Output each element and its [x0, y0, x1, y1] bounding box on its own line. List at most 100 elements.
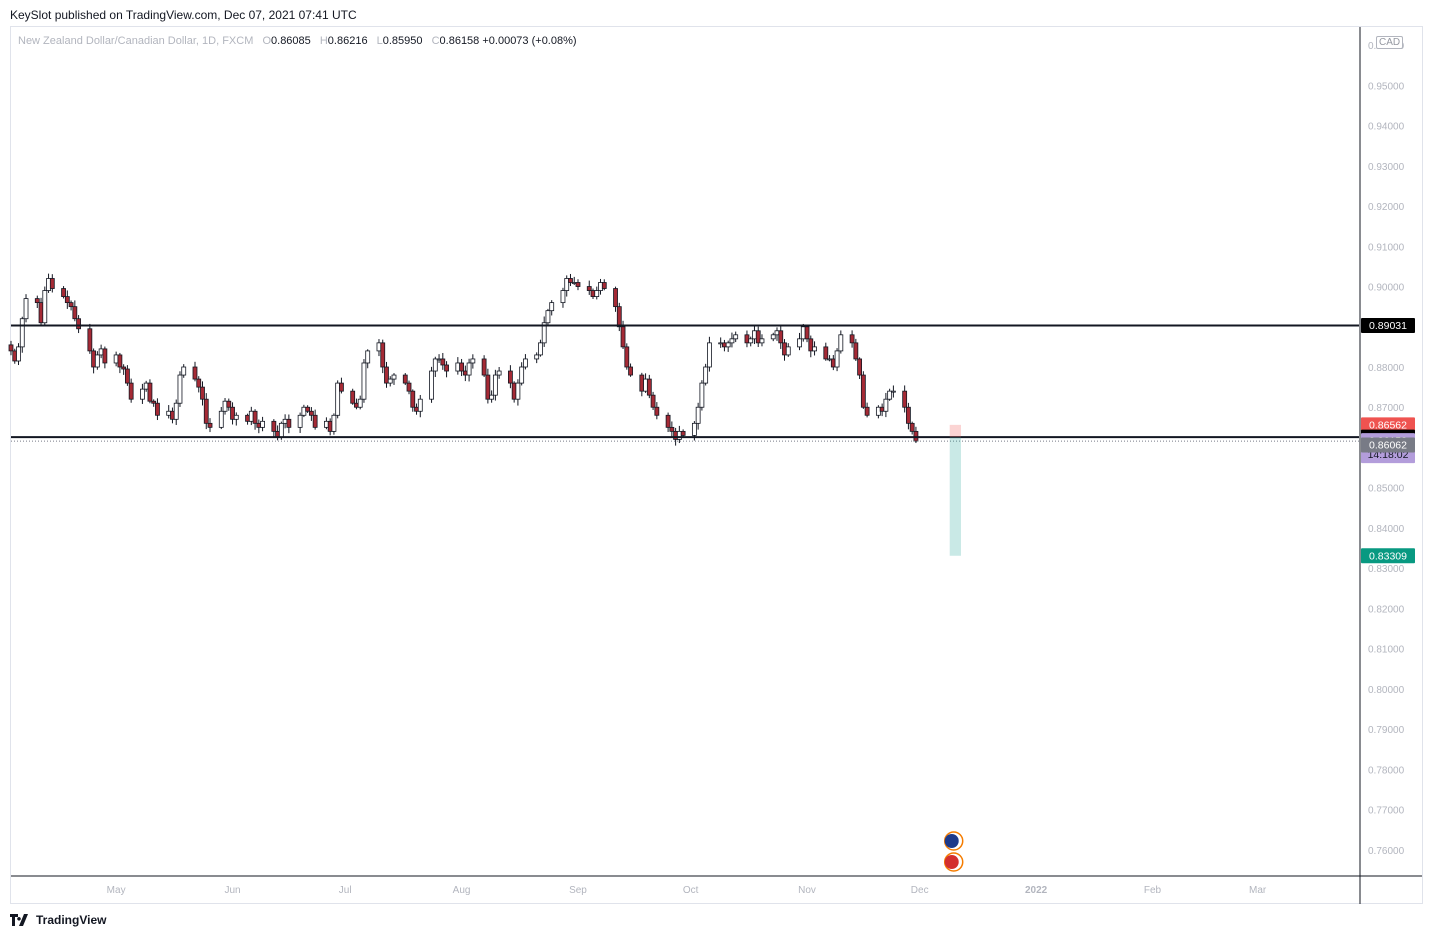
candle-down — [102, 348, 108, 364]
candle-up — [890, 390, 896, 393]
candle-down — [909, 422, 915, 432]
candle-down — [440, 358, 446, 366]
candle-down — [864, 406, 870, 416]
candle-down — [613, 288, 618, 308]
candle-up — [16, 346, 21, 362]
candle-down — [192, 366, 198, 380]
candle-up — [19, 318, 25, 348]
candle-up — [233, 414, 239, 420]
candle-down — [230, 406, 235, 420]
x-tick-label: Dec — [911, 885, 929, 896]
candle-up — [361, 362, 367, 400]
candle-down — [669, 426, 675, 432]
candle-up — [725, 342, 731, 348]
tradingview-logo[interactable]: TradingView — [10, 913, 106, 927]
high-label: H — [319, 35, 328, 47]
x-tick-label: Jun — [224, 885, 240, 896]
candle-down — [860, 374, 866, 408]
candle-up — [429, 370, 434, 400]
y-tick-label: 0.82000 — [1368, 604, 1405, 615]
candle-up — [523, 358, 528, 368]
low-value: 0.85950 — [382, 35, 423, 47]
candle-up — [695, 406, 701, 424]
candle-down — [808, 338, 814, 352]
candle-down — [654, 406, 660, 416]
candle-down — [650, 394, 656, 408]
y-tick-label: 0.90000 — [1368, 283, 1405, 294]
candle-down — [203, 398, 209, 424]
country-flag-icon — [944, 855, 959, 869]
candle-down — [76, 318, 81, 330]
candle-up — [42, 290, 48, 324]
candle-down — [72, 306, 78, 320]
candle-down — [680, 430, 686, 436]
candle-down — [384, 366, 389, 384]
price-label-gray — [1361, 437, 1415, 453]
candle-down — [620, 326, 626, 348]
candle-up — [594, 290, 600, 297]
candle-up — [785, 346, 791, 356]
candle-up — [417, 398, 423, 412]
candle-down — [849, 334, 855, 344]
x-tick-label: Sep — [569, 885, 587, 896]
candle-up — [492, 374, 498, 396]
candle-down — [380, 342, 386, 368]
y-tick-label: 0.95000 — [1368, 81, 1405, 92]
candle-up — [759, 338, 765, 344]
candle-down — [410, 390, 416, 408]
candle-down — [665, 414, 671, 428]
candle-down — [87, 328, 93, 352]
candle-up — [331, 414, 337, 432]
candle-up — [357, 398, 363, 408]
candle-down — [125, 368, 130, 384]
y-tick-label: 0.78000 — [1368, 765, 1405, 776]
candle-up — [466, 362, 472, 376]
price-label-text: 0.83309 — [1369, 550, 1407, 562]
high-value: 0.86216 — [327, 35, 368, 47]
candle-up — [703, 366, 709, 384]
x-tick-label: Mar — [1249, 885, 1267, 896]
candle-down — [507, 370, 513, 384]
candle-down — [286, 418, 292, 428]
candle-down — [481, 358, 487, 376]
candle-down — [305, 406, 311, 412]
candle-up — [218, 410, 224, 428]
candle-down — [147, 382, 153, 402]
candle-down — [8, 344, 14, 352]
country-flag-icon — [944, 834, 959, 848]
candle-down — [312, 414, 318, 428]
candle-down — [196, 378, 202, 388]
candle-up — [365, 350, 371, 364]
candle-up — [729, 338, 735, 344]
candle-down — [252, 410, 258, 424]
open-value: 0.86085 — [271, 35, 311, 47]
candle-down — [207, 422, 213, 428]
currency-label[interactable]: CAD — [1376, 36, 1404, 49]
candle-down — [444, 364, 449, 372]
close-value: 0.86158 — [439, 35, 480, 47]
y-tick-label: 0.93000 — [1368, 162, 1405, 173]
candle-down — [406, 382, 412, 392]
x-tick-label: Nov — [798, 885, 816, 896]
y-tick-label: 0.80000 — [1368, 685, 1405, 696]
candle-down — [128, 382, 134, 400]
x-tick-label: Oct — [683, 885, 699, 896]
price-label-text: 0.86062 — [1369, 439, 1407, 451]
candle-down — [628, 366, 633, 376]
candle-up — [260, 420, 265, 428]
candle-up — [691, 422, 697, 436]
candle-down — [568, 278, 573, 283]
candle-up — [707, 342, 712, 368]
y-tick-label: 0.83000 — [1368, 564, 1405, 575]
candle-up — [797, 338, 802, 348]
y-tick-label: 0.85000 — [1368, 484, 1405, 495]
y-tick-label: 0.81000 — [1368, 645, 1405, 656]
symbol-legend: New Zealand Dollar/Canadian Dollar, 1D, … — [18, 35, 577, 47]
chart-frame — [10, 26, 1423, 904]
candle-up — [278, 422, 284, 438]
take-profit-zone — [949, 437, 961, 556]
price-label-text: 0.89031 — [1369, 320, 1407, 332]
y-tick-label: 0.91000 — [1368, 242, 1405, 253]
candle-up — [541, 322, 547, 344]
